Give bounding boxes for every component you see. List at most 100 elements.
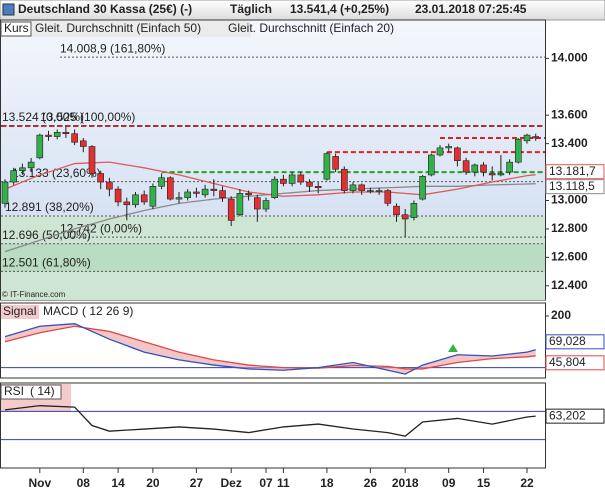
candle-body [193, 191, 200, 194]
candle-body [410, 203, 418, 218]
candle-body [349, 184, 357, 191]
x-tick-label: 18 [320, 476, 334, 490]
legend-kurs-box [0, 21, 32, 37]
last-value-box [545, 179, 605, 195]
candle-body [514, 139, 522, 163]
candle-body [454, 147, 461, 162]
candle-body [262, 200, 270, 210]
candle-body [358, 184, 366, 191]
legend-entry: Gleit. Durchschnitt (Einfach 50) [35, 21, 201, 35]
last-value-box [545, 164, 605, 180]
y-tick-label: 12.400 [551, 278, 588, 292]
legend-params: ( 14) [30, 384, 55, 398]
candle-body [340, 168, 348, 191]
signal-value-label: 45,804 [549, 355, 586, 369]
macd-value-label: 69,028 [549, 334, 586, 348]
fib-label: 13.524 (0,00%) [2, 110, 84, 124]
candle-body [175, 197, 183, 200]
fib-label: 14.008,9 (161,80%) [60, 41, 165, 55]
moving-average [4, 161, 536, 197]
period: Täglich [230, 2, 272, 16]
candle-body [506, 161, 513, 173]
fib-label: 12.891 (38,20%) [5, 200, 94, 214]
candle-body [306, 181, 313, 187]
fib-zone [1, 243, 545, 272]
candle-body [488, 173, 496, 176]
candle-body [375, 190, 383, 192]
legend-params: ( 12 26 9) [82, 304, 133, 318]
candle-body [532, 136, 540, 139]
candle-body [314, 185, 322, 189]
datetime: 23.01.2018 07:25:45 [415, 2, 527, 16]
candle-body [280, 178, 287, 184]
candle-body [27, 161, 35, 169]
candle-body [332, 156, 339, 170]
legend-bg [1, 21, 251, 37]
fib-label: 13.525 (100,00%) [40, 110, 135, 124]
candle-body [254, 197, 261, 210]
candle-body [167, 177, 174, 200]
candle-body [401, 214, 409, 220]
moving-average [4, 183, 536, 253]
candle-body [45, 134, 52, 137]
y-tick-label: 12.600 [551, 250, 588, 264]
candle-body [53, 131, 61, 137]
candle-body [62, 131, 70, 135]
candle-body [80, 140, 87, 147]
x-tick-label: 22 [520, 476, 534, 490]
legend-entry: Gleit. Durchschnitt (Einfach 20) [228, 21, 394, 35]
candle-body [123, 201, 131, 206]
x-tick-label: 26 [364, 476, 378, 490]
candle-body [245, 193, 252, 196]
x-tick-label: Nov [28, 476, 51, 490]
candle-body [184, 191, 191, 198]
candle-body [462, 160, 470, 173]
candle-body [367, 190, 374, 192]
candle-body [158, 177, 165, 187]
candle-body [419, 176, 426, 200]
fib-label: 12.501 (61,80%) [2, 256, 91, 270]
y-tick-label: 200 [551, 308, 571, 322]
x-tick-label: Dez [221, 476, 242, 490]
x-tick-label: 27 [190, 476, 204, 490]
candle-body [210, 188, 218, 191]
signal-value-box [545, 355, 605, 371]
instrument: Deutschland 30 Kassa (25€) (-) [18, 2, 192, 16]
candle-body [436, 147, 444, 156]
fib-label: 13.133 (23,60%) [12, 166, 101, 180]
legend-entry: Kurs [4, 21, 29, 35]
x-tick-label: 20 [146, 476, 160, 490]
x-tick-label: 15 [477, 476, 491, 490]
candle-body [201, 188, 209, 196]
candle-body [471, 164, 479, 173]
candle-body [227, 198, 235, 221]
candle-body [323, 153, 331, 180]
x-tick-label: 07 [259, 476, 273, 490]
macd-line [4, 325, 536, 370]
macd-line [4, 323, 536, 375]
candle-body [497, 173, 505, 176]
candle-body [427, 154, 435, 176]
candle-body [106, 181, 113, 190]
candle-body [36, 134, 44, 159]
copyright: © IT-Finance.com [2, 290, 66, 299]
candle-body [271, 178, 279, 198]
y-tick-label: 13.000 [551, 193, 588, 207]
x-tick-label: 14 [111, 476, 125, 490]
candle-body [297, 174, 305, 183]
candle-body [480, 164, 487, 173]
candle-body [219, 190, 226, 198]
candle-body [140, 194, 148, 203]
y-tick-label: 14.000 [551, 51, 588, 65]
fib-zone [1, 216, 545, 244]
candle-body [19, 167, 26, 171]
x-tick-label: 09 [442, 476, 456, 490]
legend-entry: MACD [43, 304, 79, 318]
candle-body [288, 174, 296, 184]
candle-body [1, 181, 9, 204]
legend-signal-bg [1, 305, 39, 319]
y-tick-label: 13.600 [551, 107, 588, 121]
rsi-value-label: 63,202 [549, 408, 586, 422]
candle-body [97, 173, 104, 183]
